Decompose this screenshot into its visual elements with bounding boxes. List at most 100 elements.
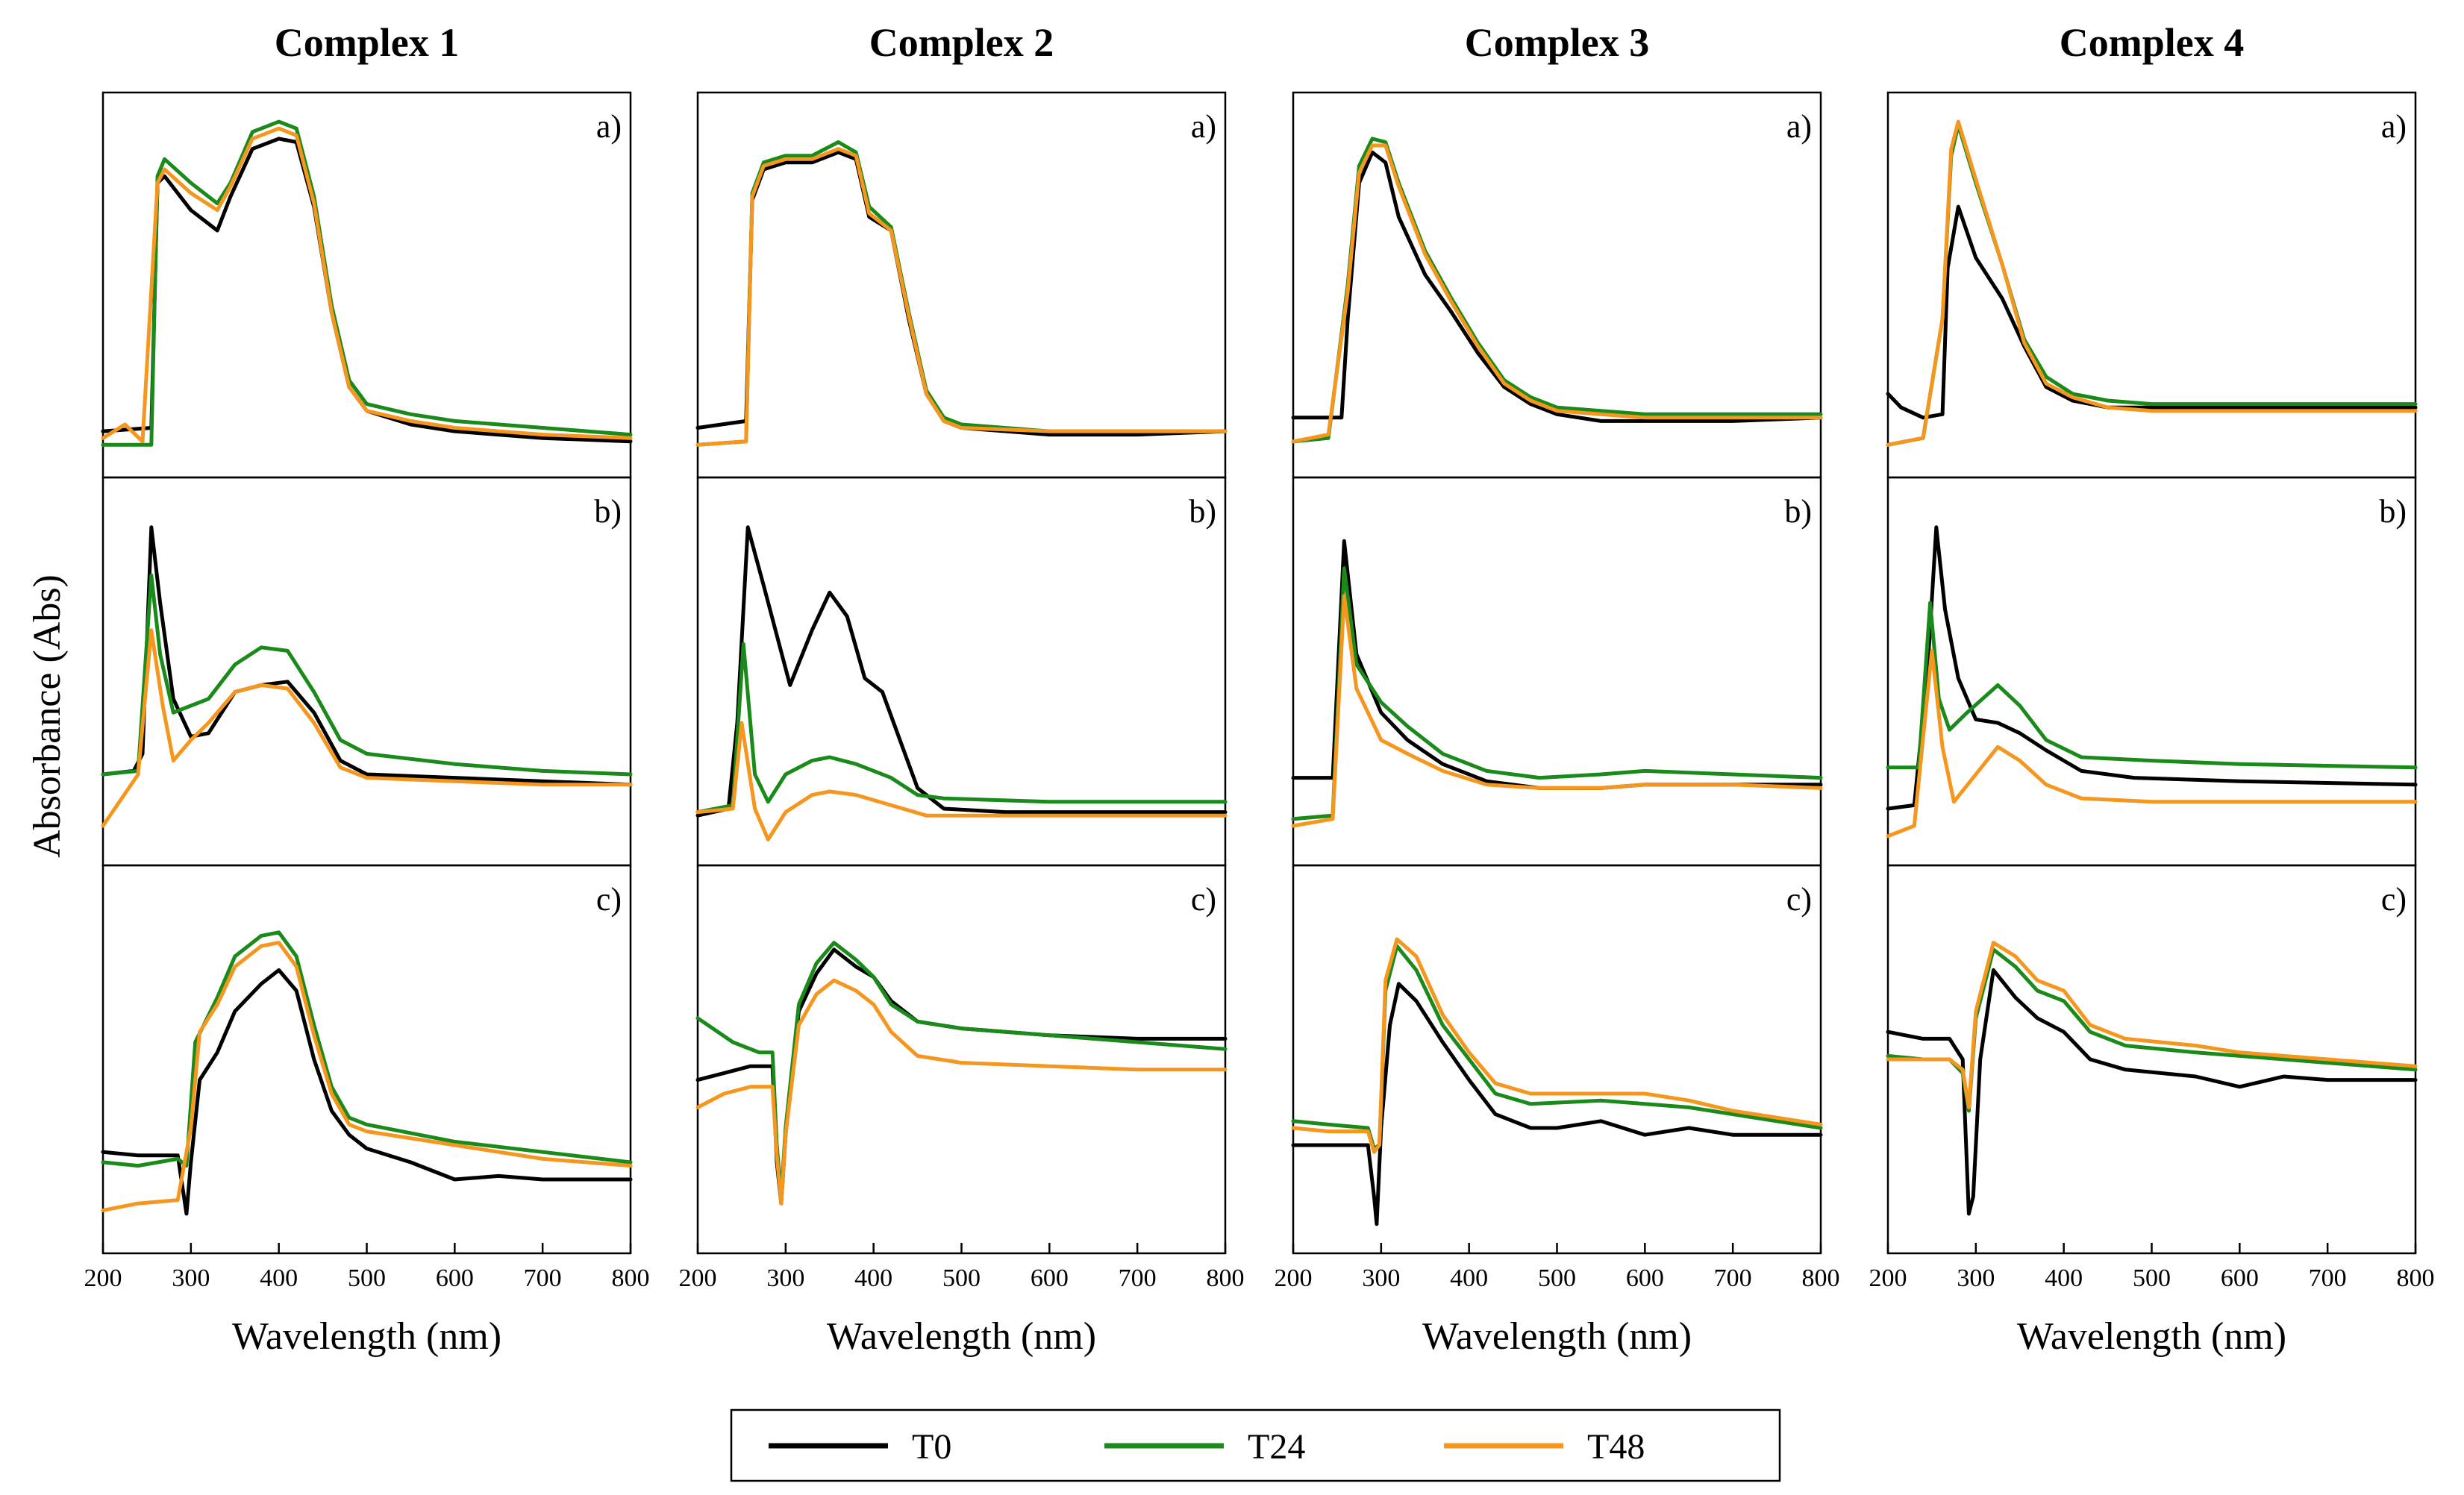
series-line-t0	[1886, 204, 2418, 420]
panel-a: a)	[695, 91, 1228, 479]
legend-label: T24	[1248, 1427, 1305, 1467]
x-tick-label: 500	[942, 1264, 981, 1292]
complex-title: Complex 1	[275, 20, 459, 65]
x-tick-label: 300	[766, 1264, 804, 1292]
panel-c: c)	[1291, 864, 1823, 1255]
x-tick-label: 600	[2221, 1264, 2259, 1292]
panel-b: b)	[1291, 476, 1823, 867]
x-tick-label: 400	[1450, 1264, 1488, 1292]
panel-frame	[101, 476, 632, 867]
x-tick-label: 500	[348, 1264, 386, 1292]
panel-label: c)	[1191, 881, 1216, 918]
x-tick-label: 300	[172, 1264, 210, 1292]
series-line-t24	[695, 642, 1228, 815]
legend-entry-t24: T24	[1104, 1427, 1305, 1467]
complex-column-4: Complex 4 a) b) c) 200 300 400 500 600 700 800 Wave…	[1869, 20, 2435, 1358]
complex-title: Complex 4	[2060, 20, 2244, 65]
x-tick-label: 500	[1538, 1264, 1576, 1292]
panel-label: b)	[1189, 493, 1216, 530]
x-axis-title: Wavelength (nm)	[2017, 1315, 2286, 1358]
panel-label: c)	[2381, 881, 2407, 918]
panel-c: c)	[1886, 864, 2418, 1255]
x-axis-title: Wavelength (nm)	[232, 1315, 501, 1358]
x-axis: 200 300 400 500 600 700 800 Wavelength (nm)	[1869, 1243, 2435, 1358]
series-line-t48	[101, 941, 633, 1212]
series-line-t24	[1291, 137, 1823, 444]
x-axis: 200 300 400 500 600 700 800 Wavelength (nm)	[679, 1243, 1245, 1358]
x-tick-label: 300	[1957, 1264, 1995, 1292]
complex-title: Complex 2	[869, 20, 1054, 65]
legend-label: T48	[1587, 1427, 1645, 1467]
panel-label: c)	[596, 881, 622, 918]
series-line-t24	[695, 941, 1228, 1199]
series-line-t0	[1291, 982, 1823, 1226]
panel-label: b)	[1784, 493, 1812, 530]
panel-label: a)	[2381, 108, 2407, 145]
series-line-t48	[695, 721, 1228, 841]
panel-a: a)	[1291, 91, 1823, 479]
x-tick-label: 800	[612, 1264, 650, 1292]
series-line-t48	[1886, 648, 2418, 839]
x-axis: 200 300 400 500 600 700 800 Wavelength (nm)	[1275, 1243, 1840, 1358]
x-tick-label: 400	[854, 1264, 892, 1292]
panel-label: a)	[1191, 108, 1216, 145]
series-line-t0	[101, 137, 633, 444]
series-line-t24	[1291, 566, 1823, 821]
x-tick-label: 600	[1626, 1264, 1664, 1292]
complex-column-3: Complex 3 a) b) c) 200 300 400 500 600 700 800 Wave…	[1275, 20, 1840, 1358]
x-axis: 200 300 400 500 600 700 800 Wavelength (nm)	[84, 1243, 650, 1358]
legend-entry-t48: T48	[1444, 1427, 1645, 1467]
x-tick-label: 400	[260, 1264, 298, 1292]
series-line-t48	[1291, 937, 1823, 1154]
x-tick-label: 200	[679, 1264, 717, 1292]
series-line-t24	[695, 140, 1228, 447]
plot-grid: Complex 1 a) b) c) 200 300 400 500 600 700 800 Wave…	[84, 20, 2435, 1358]
series-line-t24	[1886, 601, 2418, 770]
panel-frame	[101, 91, 632, 479]
panel-b: b)	[101, 476, 633, 867]
panel-label: a)	[1786, 108, 1812, 145]
y-axis-title: Absorbance (Abs)	[26, 574, 69, 858]
x-tick-label: 700	[2309, 1264, 2347, 1292]
series-line-t48	[1886, 119, 2418, 447]
panel-c: c)	[101, 864, 633, 1255]
panel-frame	[1292, 476, 1822, 867]
series-line-t0	[695, 150, 1228, 437]
series-line-t24	[1291, 944, 1823, 1151]
x-tick-label: 700	[524, 1264, 562, 1292]
x-tick-label: 500	[2133, 1264, 2171, 1292]
series-line-t0	[1291, 150, 1823, 423]
series-line-t24	[101, 573, 633, 777]
series-line-t48	[1886, 941, 2418, 1109]
panel-b: b)	[695, 476, 1228, 867]
x-axis-title: Wavelength (nm)	[1422, 1315, 1692, 1358]
x-tick-label: 200	[84, 1264, 122, 1292]
x-tick-label: 400	[2045, 1264, 2083, 1292]
complex-column-1: Complex 1 a) b) c) 200 300 400 500 600 700 800 Wave…	[84, 20, 650, 1358]
legend-label: T0	[912, 1427, 951, 1467]
series-line-t0	[695, 525, 1228, 818]
panel-label: c)	[1786, 881, 1812, 918]
panel-a: a)	[1886, 91, 2418, 479]
legend-frame	[730, 1408, 1781, 1482]
series-line-t0	[1291, 539, 1823, 790]
x-tick-label: 200	[1869, 1264, 1907, 1292]
panel-label: b)	[594, 493, 622, 530]
series-line-t48	[695, 978, 1228, 1206]
x-tick-label: 700	[1714, 1264, 1752, 1292]
legend: T0 T24 T48	[730, 1408, 1781, 1482]
panel-frame	[696, 476, 1227, 867]
x-tick-label: 800	[2397, 1264, 2435, 1292]
panel-frame	[696, 91, 1227, 479]
legend-entry-t0: T0	[769, 1427, 951, 1467]
panel-frame	[696, 864, 1227, 1255]
x-tick-label: 300	[1362, 1264, 1400, 1292]
series-line-t48	[1291, 143, 1823, 444]
panel-b: b)	[1886, 476, 2418, 867]
x-tick-label: 800	[1802, 1264, 1840, 1292]
x-tick-label: 700	[1119, 1264, 1157, 1292]
series-line-t0	[1886, 968, 2418, 1216]
panel-a: a)	[101, 91, 633, 479]
series-line-t48	[101, 126, 633, 444]
